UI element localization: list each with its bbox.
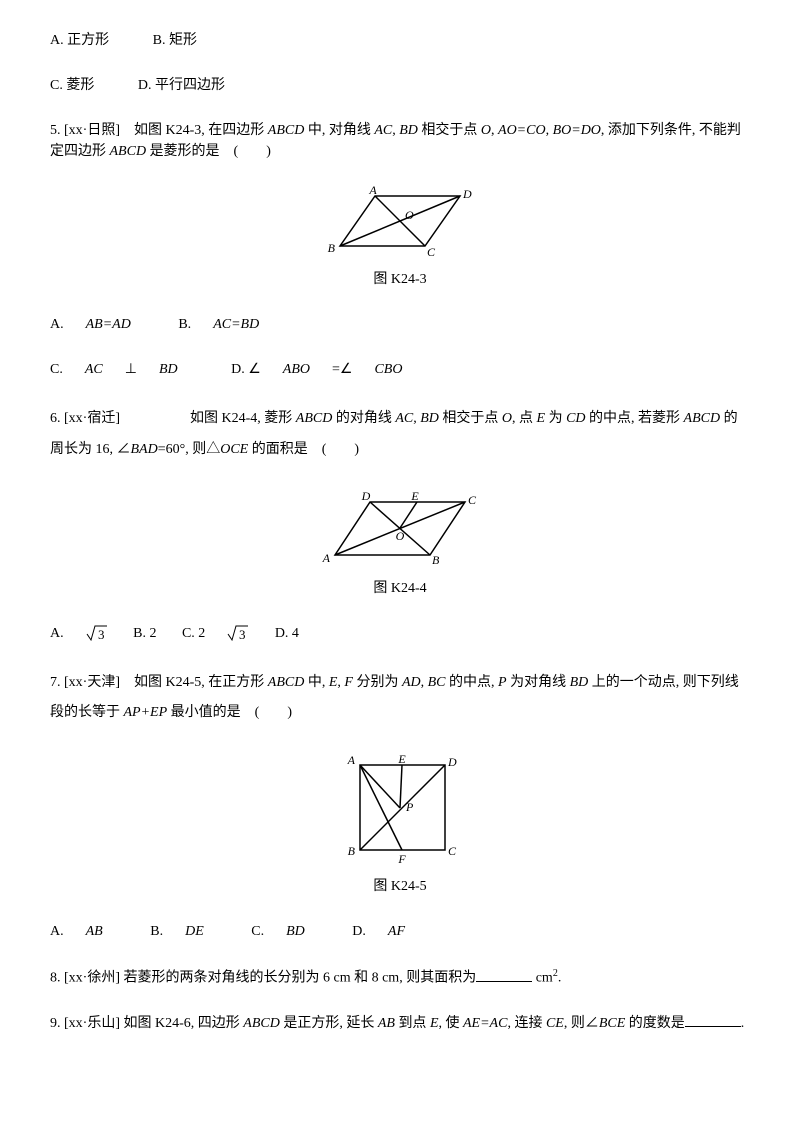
q5-bd: BD <box>399 123 418 138</box>
figure-k24-3: A D B C O <box>50 186 750 261</box>
q8-text: 8. [xx·徐州] 若菱形的两条对角线的长分别为 6 cm 和 8 cm, 则… <box>50 966 750 989</box>
q5-opt-a: A. AB=AD <box>50 314 153 335</box>
fig3-caption: 图 K24-3 <box>50 269 750 290</box>
svg-text:B: B <box>328 241 336 255</box>
q6-opt-c: C. 23 <box>182 623 249 644</box>
svg-text:D: D <box>462 187 472 201</box>
q6-opt-d: D. 4 <box>275 623 299 644</box>
q6-opt-a: A. 3 <box>50 623 108 644</box>
q9-text: 9. [xx·乐山] 如图 K24-6, 四边形 ABCD 是正方形, 延长 A… <box>50 1013 750 1034</box>
q5-text: 5. [xx·日照] 如图 K24-3, 在四边形 ABCD 中, 对角线 AC… <box>50 120 750 162</box>
svg-text:P: P <box>405 800 414 814</box>
svg-text:F: F <box>397 852 406 866</box>
fig5-caption: 图 K24-5 <box>50 876 750 897</box>
q6-opt-b: B. 2 <box>133 623 156 644</box>
svg-text:C: C <box>427 245 436 259</box>
svg-text:A: A <box>347 753 356 767</box>
q5-options-line1: A. AB=AD B. AC=BD <box>50 314 750 335</box>
svg-text:C: C <box>448 844 457 858</box>
svg-text:B: B <box>348 844 356 858</box>
svg-text:3: 3 <box>98 627 105 642</box>
q5-ac: AC <box>374 123 392 138</box>
svg-text:D: D <box>361 490 371 503</box>
opt-b: B. 矩形 <box>153 30 197 51</box>
q5-opt-d: D. ∠ABO=∠CBO <box>231 359 424 380</box>
q5-opt-b: B. AC=BD <box>178 314 281 335</box>
q5-opt-c: C. AC⊥BD <box>50 359 200 380</box>
opt-a: A. 正方形 <box>50 30 109 51</box>
q5-prefix: 5. [xx·日照] 如图 K24-3, 在四边形 <box>50 123 268 138</box>
q5-t1: 中, 对角线 <box>304 123 374 138</box>
q4-options-line2: C. 菱形 D. 平行四边形 <box>50 75 750 96</box>
q5-options-line2: C. AC⊥BD D. ∠ABO=∠CBO <box>50 359 750 380</box>
svg-text:A: A <box>322 551 331 565</box>
opt-d: D. 平行四边形 <box>138 75 225 96</box>
svg-text:3: 3 <box>239 627 246 642</box>
q6-text: 6. [xx·宿迁] 如图 K24-4, 菱形 ABCD 的对角线 AC, BD… <box>50 404 750 466</box>
blank-fill-2 <box>685 1013 741 1027</box>
svg-text:E: E <box>410 490 419 503</box>
q7-opt-a: A. AB <box>50 921 125 942</box>
blank-fill <box>476 968 532 982</box>
svg-text:E: E <box>397 753 406 766</box>
q7-options: A. AB B. DE C. BD D. AF <box>50 921 750 942</box>
opt-c: C. 菱形 <box>50 75 94 96</box>
figure-k24-4: D E C A B O <box>50 490 750 570</box>
svg-text:O: O <box>405 208 414 222</box>
fig4-caption: 图 K24-4 <box>50 578 750 599</box>
svg-text:B: B <box>432 553 440 567</box>
svg-text:A: A <box>368 186 377 197</box>
q7-opt-b: B. DE <box>150 921 226 942</box>
q5-abcd: ABCD <box>268 123 305 138</box>
q7-text: 7. [xx·天津] 如图 K24-5, 在正方形 ABCD 中, E, F 分… <box>50 668 750 730</box>
svg-text:D: D <box>447 755 457 769</box>
q4-options-line1: A. 正方形 B. 矩形 <box>50 30 750 51</box>
svg-text:O: O <box>396 529 405 543</box>
q7-opt-d: D. AF <box>352 921 427 942</box>
q7-opt-c: C. BD <box>251 921 327 942</box>
figure-k24-5: A E D B F C P <box>50 753 750 868</box>
svg-text:C: C <box>468 493 477 507</box>
q6-options: A. 3 B. 2 C. 23 D. 4 <box>50 623 750 644</box>
